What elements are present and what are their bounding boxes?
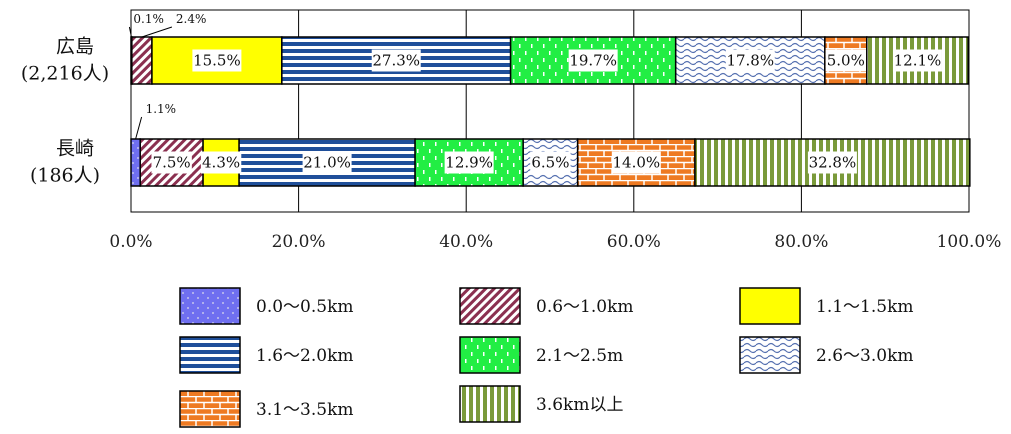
legend-label: 0.0～0.5km xyxy=(256,297,354,317)
category-name: 長崎 xyxy=(56,138,94,160)
data-label-bg xyxy=(611,151,661,174)
bar-segment xyxy=(414,138,524,187)
data-label: 27.3% xyxy=(372,52,420,70)
x-axis: 0.0% 20.0% 40.0% 60.0% 80.0% 100.0% xyxy=(109,232,1001,252)
data-label: 21.0% xyxy=(303,154,351,172)
x-tick-label: 20.0% xyxy=(272,232,326,252)
legend-swatch xyxy=(179,336,241,374)
bar-segment xyxy=(130,138,141,187)
x-tick-label: 0.0% xyxy=(109,232,152,252)
legend-swatch xyxy=(179,287,241,325)
data-label-bg xyxy=(530,151,571,174)
legend-swatch xyxy=(459,336,521,374)
data-label: 15.5% xyxy=(193,52,241,70)
data-label-bg xyxy=(151,151,192,174)
legend-label: 3.1～3.5km xyxy=(256,400,354,420)
data-label: 7.5% xyxy=(153,154,191,172)
legend-swatch xyxy=(179,390,241,428)
legend: 0.0～0.5km 0.6～1.0km 1.1～1.5km 1.6～2.0km 2.1～… xyxy=(179,287,914,428)
legend-swatch xyxy=(459,287,521,325)
data-label-bg xyxy=(725,49,775,72)
x-tick-label: 60.0% xyxy=(607,232,661,252)
x-tick-label: 40.0% xyxy=(439,232,493,252)
data-label: 17.8% xyxy=(726,52,774,70)
legend-swatch xyxy=(459,385,521,423)
data-labels: 0.1% 2.4% 15.5% 27.3% 19.7% 17.8% 5.0% 12.1% 1.1… xyxy=(128,12,942,174)
legend-label: 2.1～2.5m xyxy=(536,346,623,366)
legend-label: 2.6～3.0km xyxy=(816,346,914,366)
x-tick-label: 100.0% xyxy=(937,232,1002,252)
bar-segment xyxy=(131,36,153,85)
category-count: (186人) xyxy=(30,165,100,187)
data-label-bg xyxy=(371,49,421,72)
legend-label: 3.6km以上 xyxy=(536,395,623,415)
data-label: 1.1% xyxy=(146,102,177,116)
data-label-bg xyxy=(444,151,494,174)
category-count: (2,216人) xyxy=(21,63,109,85)
x-tick-label: 80.0% xyxy=(774,232,828,252)
data-label: 14.0% xyxy=(612,154,660,172)
callout-line xyxy=(128,26,132,38)
data-label: 6.5% xyxy=(531,154,569,172)
legend-label: 0.6～1.0km xyxy=(536,297,634,317)
data-label: 19.7% xyxy=(569,52,617,70)
data-label-bg xyxy=(200,151,242,174)
legend-label: 1.6～2.0km xyxy=(256,346,354,366)
data-label: 4.3% xyxy=(202,154,240,172)
legend-label: 1.1～1.5km xyxy=(816,297,914,317)
data-label-bg xyxy=(568,49,618,72)
data-label-bg xyxy=(825,49,867,72)
legend-swatch xyxy=(739,336,801,374)
callout-line xyxy=(141,26,173,38)
data-label-bg xyxy=(892,49,942,72)
data-label-bg xyxy=(807,151,857,174)
data-label-bg xyxy=(302,151,352,174)
data-label: 32.8% xyxy=(809,154,857,172)
data-label: 12.1% xyxy=(894,52,942,70)
data-label: 12.9% xyxy=(445,154,493,172)
data-label: 2.4% xyxy=(176,12,207,26)
data-label: 5.0% xyxy=(827,52,865,70)
data-label-bg xyxy=(192,49,242,72)
category-name: 広島 xyxy=(56,36,94,58)
legend-swatch xyxy=(739,287,801,325)
callout-line xyxy=(135,116,143,140)
category-labels: 広島 (2,216人) 長崎 (186人) xyxy=(21,36,109,187)
data-label: 0.1% xyxy=(133,12,164,26)
